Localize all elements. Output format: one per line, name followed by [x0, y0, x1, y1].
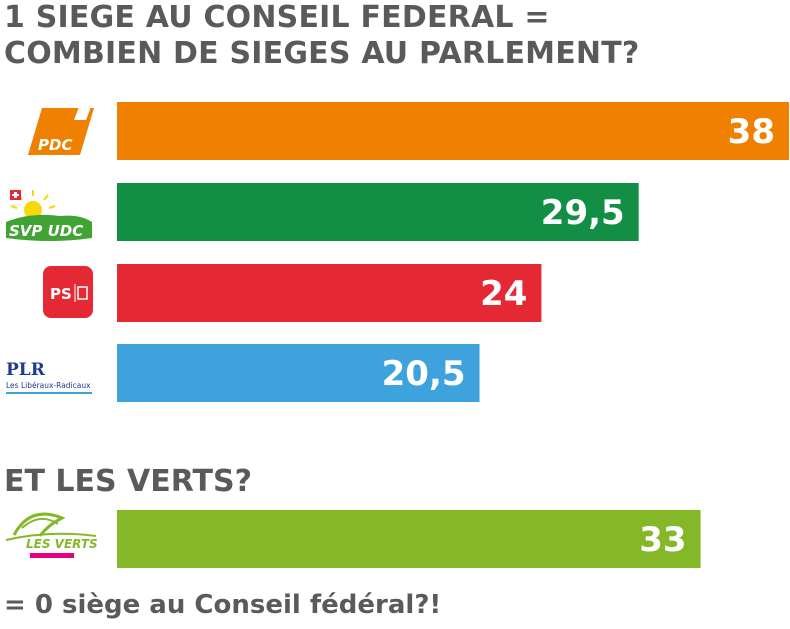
footnote: = 0 siège au Conseil fédéral?! [4, 590, 442, 620]
ps-logo: PS [43, 266, 93, 318]
section-subtitle: ET LES VERTS? [4, 464, 252, 499]
bar-value-label-les-verts: 33 [639, 520, 686, 560]
bar-plr [117, 344, 480, 402]
bar-value-label-pdc: 38 [728, 112, 775, 152]
verts-logo: LES VERTS [5, 512, 98, 558]
bar-value-label-ps: 24 [480, 274, 527, 314]
bars-group: 38 29,5 24 20,5 33 [117, 102, 789, 568]
ps-logo-text: PS [50, 285, 72, 303]
plr-logo-text: PLR [6, 360, 46, 380]
verts-logo-text: LES VERTS [26, 537, 98, 551]
bar-ps [117, 264, 542, 322]
bar-les-verts [117, 510, 701, 568]
chart-title-line2: COMBIEN DE SIEGES AU PARLEMENT? [4, 36, 640, 71]
bar-svp-udc [117, 183, 639, 241]
plr-logo: PLR Les Libéraux-Radicaux [6, 360, 92, 394]
bar-pdc [117, 102, 789, 160]
bar-value-label-plr: 20,5 [382, 354, 466, 394]
svp-logo: SVP UDC [6, 190, 92, 241]
chart-title-line1: 1 SIEGE AU CONSEIL FEDERAL = [4, 0, 550, 35]
pdc-logo-text: PDC [38, 136, 72, 154]
bar-value-label-svp-udc: 29,5 [541, 193, 625, 233]
svp-logo-text: SVP UDC [9, 222, 83, 240]
pdc-logo: PDC [28, 104, 94, 155]
plr-logo-subtext: Les Libéraux-Radicaux [6, 381, 91, 390]
